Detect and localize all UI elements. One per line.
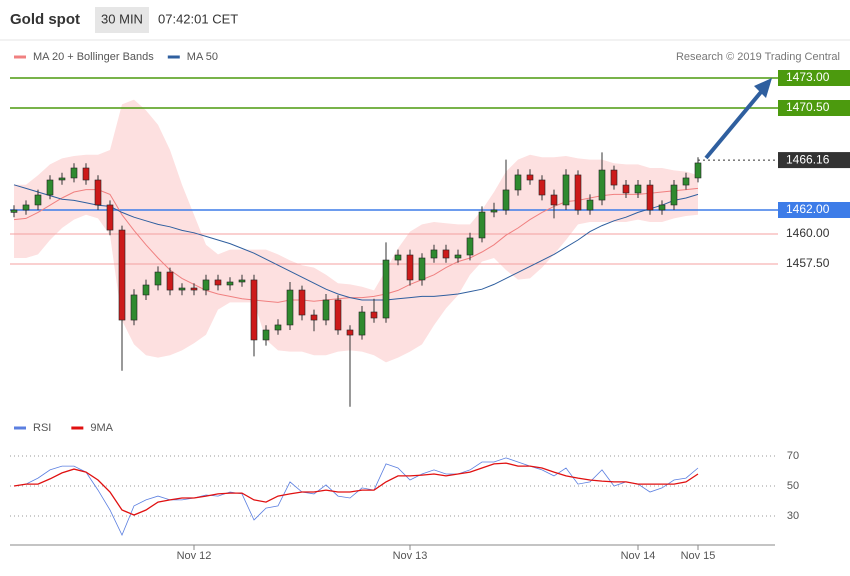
interval-box — [95, 7, 149, 33]
copyright: Research © 2019 Trading Central — [676, 51, 840, 63]
candle-body — [226, 281, 234, 286]
candle-body — [94, 179, 102, 206]
y-tick-label: 70 — [787, 450, 799, 462]
forecast-arrow — [704, 84, 768, 160]
candle-body — [502, 189, 510, 211]
timestamp: 07:42:01 CET — [158, 11, 238, 26]
candle-body — [298, 289, 306, 316]
candle-body — [202, 279, 210, 291]
y-tick-label: 50 — [787, 480, 799, 492]
candle-body — [250, 279, 258, 341]
candle-body — [382, 259, 390, 319]
candle-body — [118, 229, 126, 321]
level-label: 1462.00 — [786, 202, 830, 216]
candle-body — [58, 177, 66, 181]
candle-body — [670, 184, 678, 206]
y-tick-label: 30 — [787, 510, 799, 522]
chart-title: Gold spot — [10, 11, 80, 28]
bollinger-band — [14, 99, 698, 363]
candle-body — [490, 209, 498, 213]
x-tick-label: Nov 14 — [621, 550, 656, 562]
candle-body — [406, 254, 414, 281]
candle-body — [598, 169, 606, 201]
level-label: 1457.50 — [786, 256, 830, 270]
candle-body — [526, 174, 534, 181]
level-label: 1473.00 — [786, 70, 830, 84]
candle-body — [274, 324, 282, 331]
candle-body — [10, 209, 18, 213]
candle-body — [418, 257, 426, 281]
legend-label: MA 50 — [187, 51, 218, 63]
candle-body — [514, 174, 522, 191]
candle-body — [166, 271, 174, 291]
interval: 30 MIN — [101, 11, 143, 26]
candle-body — [238, 279, 246, 283]
candle-body — [646, 184, 654, 211]
candle-body — [214, 279, 222, 286]
candle-body — [478, 211, 486, 239]
candle-body — [634, 184, 642, 194]
level-label: 1460.00 — [786, 226, 830, 240]
legend-label: 9MA — [90, 422, 113, 434]
candle-body — [694, 162, 702, 179]
candle-body — [658, 204, 666, 211]
legend-label: MA 20 + Bollinger Bands — [33, 51, 154, 63]
candle-body — [586, 199, 594, 211]
candle-body — [358, 311, 366, 336]
ma-line — [13, 187, 699, 303]
candle-body — [370, 311, 378, 319]
x-tick-label: Nov 12 — [177, 550, 212, 562]
legend-label: RSI — [33, 422, 51, 434]
candle-body — [82, 167, 90, 181]
level-label-box — [778, 152, 850, 169]
candle-body — [394, 254, 402, 261]
level-label: 1466.16 — [786, 152, 830, 166]
level-label: 1470.50 — [786, 100, 830, 114]
price-panel: 1473.00 1470.50 1466.16 1462.00 1460.00 1457.… — [10, 70, 850, 407]
candle-body — [286, 289, 294, 326]
ma-line — [13, 184, 699, 301]
candle-body — [538, 179, 546, 196]
candle-body — [454, 254, 462, 259]
candle-body — [22, 204, 30, 211]
candle-body — [574, 174, 582, 211]
candle-body — [34, 194, 42, 206]
candle-body — [610, 169, 618, 186]
candle-body — [466, 237, 474, 256]
level-label-box — [778, 100, 850, 116]
forecast-arrowhead — [754, 78, 772, 98]
candle-body — [106, 204, 114, 231]
candle-body — [310, 314, 318, 321]
candle-body — [130, 294, 138, 321]
candle-body — [46, 179, 54, 196]
x-tick-label: Nov 13 — [393, 550, 428, 562]
candle-body — [334, 299, 342, 331]
candle-body — [682, 177, 690, 186]
level-label-box — [778, 202, 850, 218]
candle-body — [178, 287, 186, 291]
candle-body — [622, 184, 630, 194]
rsi-line — [13, 457, 699, 536]
candle-body — [142, 284, 150, 296]
candle-body — [70, 167, 78, 179]
candle-body — [346, 329, 354, 336]
candle-body — [550, 194, 558, 206]
rsi-line — [13, 462, 699, 516]
candle-body — [430, 249, 438, 259]
candle-body — [190, 287, 198, 291]
x-tick-label: Nov 15 — [681, 550, 716, 562]
candle-body — [322, 299, 330, 321]
candle-body — [442, 249, 450, 259]
candle-body — [262, 329, 270, 341]
candle-body — [562, 174, 570, 206]
candle-body — [154, 271, 162, 286]
level-label-box — [778, 70, 850, 86]
